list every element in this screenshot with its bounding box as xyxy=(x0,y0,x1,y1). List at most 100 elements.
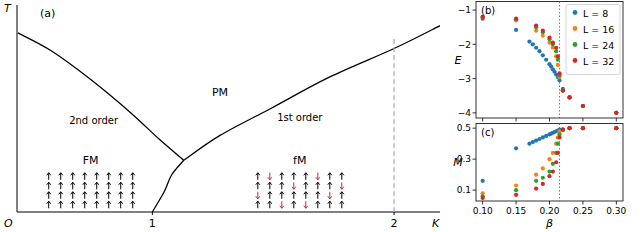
data-point xyxy=(581,126,585,130)
y-tick-label: −2 xyxy=(458,40,471,50)
data-point xyxy=(534,173,538,177)
spin-head xyxy=(256,201,260,204)
x-tick-label: 0.15 xyxy=(506,206,526,216)
spin-head xyxy=(71,192,75,195)
spin-head xyxy=(83,182,87,185)
x-axis xyxy=(17,212,440,213)
x-tick-label: 2 xyxy=(391,217,398,230)
spin-head xyxy=(340,192,344,195)
data-point xyxy=(531,42,535,46)
x-tick xyxy=(582,201,583,205)
data-point xyxy=(514,188,518,192)
data-point xyxy=(534,46,538,50)
spin-head xyxy=(280,182,284,185)
data-point xyxy=(534,187,538,191)
data-point xyxy=(561,88,565,92)
spin-head xyxy=(59,182,63,185)
data-point xyxy=(581,104,585,108)
spin-head xyxy=(47,173,51,176)
y-tick xyxy=(473,44,477,45)
legend-label: L = 32 xyxy=(583,56,614,67)
y-tick xyxy=(473,190,477,191)
spin-head xyxy=(292,187,296,190)
spin-head xyxy=(268,201,272,204)
data-point xyxy=(614,111,618,115)
legend-label: L = 16 xyxy=(583,24,614,35)
phase-label: PM xyxy=(212,86,228,99)
data-point xyxy=(567,126,571,130)
data-point xyxy=(554,46,558,50)
data-point xyxy=(614,126,618,130)
spin-head xyxy=(71,201,75,204)
data-point xyxy=(614,126,618,130)
data-point xyxy=(556,54,560,58)
origin-label: O xyxy=(4,217,13,230)
data-point xyxy=(541,182,545,186)
spin-head xyxy=(47,192,51,195)
spin-head xyxy=(340,201,344,204)
data-point xyxy=(551,169,555,173)
data-point xyxy=(547,157,551,161)
data-point xyxy=(567,95,571,99)
spin-head xyxy=(95,192,99,195)
y-tick-label: −3 xyxy=(458,74,471,84)
legend-marker xyxy=(573,26,578,31)
data-point xyxy=(581,104,585,108)
data-point xyxy=(614,111,618,115)
spin-head xyxy=(119,192,123,195)
plot-area xyxy=(481,124,619,202)
spin-head xyxy=(328,201,332,204)
data-point xyxy=(547,35,551,39)
data-point xyxy=(541,166,545,170)
spin-head xyxy=(119,182,123,185)
panel-title: (b) xyxy=(481,5,495,16)
data-point xyxy=(527,39,531,43)
spin-head xyxy=(95,173,99,176)
data-point xyxy=(514,17,518,21)
data-point xyxy=(567,126,571,130)
y-tick xyxy=(473,128,477,129)
spin-head xyxy=(71,173,75,176)
spin-head xyxy=(59,173,63,176)
data-point xyxy=(567,95,571,99)
spin-head xyxy=(316,182,320,185)
data-point xyxy=(581,126,585,130)
spin-head xyxy=(316,192,320,195)
spin-head xyxy=(328,173,332,176)
phase-boundary xyxy=(18,33,184,160)
spin-head xyxy=(316,177,320,180)
x-tick-label: 0.25 xyxy=(573,206,593,216)
legend-marker xyxy=(573,58,578,63)
x-label: K xyxy=(432,217,440,230)
data-point xyxy=(534,179,538,183)
spin-head xyxy=(131,182,135,185)
spin-head xyxy=(304,192,308,195)
panel-title: (c) xyxy=(481,127,494,138)
panel-title: (a) xyxy=(40,7,55,20)
data-point xyxy=(614,126,618,130)
spin-head xyxy=(95,201,99,204)
spin-head xyxy=(268,177,272,180)
spin-head xyxy=(47,182,51,185)
spin-head xyxy=(71,182,75,185)
phase-boundary xyxy=(393,36,394,212)
phase-boundary xyxy=(184,26,440,161)
x-tick xyxy=(616,201,617,205)
data-point xyxy=(514,183,518,187)
spin-head xyxy=(292,173,296,176)
spin-head xyxy=(131,192,135,195)
x-tick xyxy=(482,201,483,205)
phase-label: 1st order xyxy=(277,112,323,123)
spin-head xyxy=(280,206,284,209)
data-point xyxy=(551,41,555,45)
phase-label: fM xyxy=(293,154,306,167)
phase-label: 2nd order xyxy=(69,115,119,126)
spin-head xyxy=(304,173,308,176)
spin-head xyxy=(107,192,111,195)
data-point xyxy=(514,193,518,197)
data-point xyxy=(567,126,571,130)
data-point xyxy=(561,88,565,92)
phase-boundary xyxy=(152,160,183,212)
spin-arrays xyxy=(47,173,344,209)
y-label: T xyxy=(4,2,12,15)
